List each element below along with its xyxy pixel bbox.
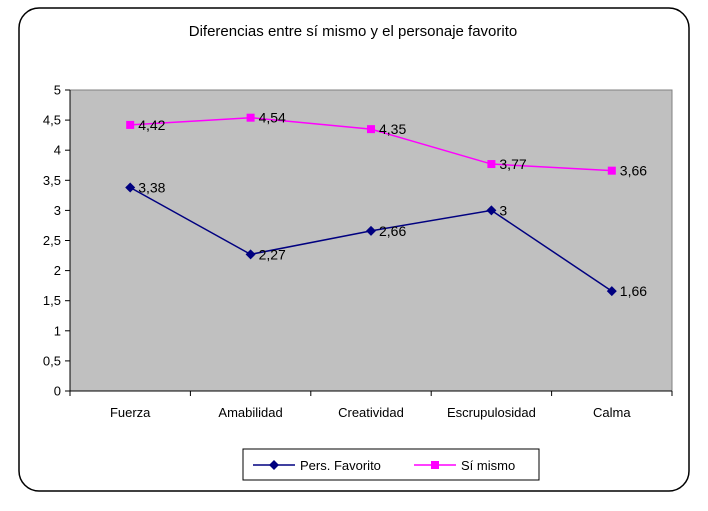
y-tick-label: 0,5 [43,353,61,368]
y-axis-ticks: 0 0,5 1 1,5 2 2,5 3 3,5 4 4,5 5 [43,83,70,399]
series-pers-favorito: 3,38 2,27 2,66 3 1,66 [125,180,647,299]
data-label-si-mismo: 3,77 [499,156,526,172]
data-label-si-mismo: 4,54 [259,110,286,126]
legend: Pers. Favorito Sí mismo [242,448,540,481]
plot-area [69,89,673,392]
x-tick-label-creatividad: Creatividad [338,405,404,420]
data-point-pers-favorito [245,249,256,260]
legend-label-si-mismo: Sí mismo [461,458,515,473]
data-label-pers-favorito: 3 [499,202,507,218]
y-tick-label: 2,5 [43,233,61,248]
y-tick-label: 0 [54,384,61,399]
data-point-si-mismo [126,120,135,129]
x-tick-label-escrupulosidad: Escrupulosidad [447,405,536,420]
data-point-pers-favorito [366,225,376,236]
y-tick-label: 4,5 [43,113,61,128]
chart-title: Diferencias entre sí mismo y el personaj… [189,23,517,40]
y-tick-label: 1 [54,323,61,338]
y-tick-label: 5 [54,83,61,98]
data-point-pers-favorito [606,286,617,297]
series-si-mismo: 4,42 4,54 4,35 3,77 3,66 [126,110,647,179]
data-point-pers-favorito [486,205,497,216]
data-label-si-mismo: 3,66 [620,163,647,179]
x-axis-ticks: Fuerza Amabilidad Creatividad Escrupulosida… [69,391,673,420]
data-label-pers-favorito: 2,66 [379,223,406,239]
y-tick-label: 2 [54,263,61,278]
x-tick-label-fuerza: Fuerza [110,405,151,420]
legend-marker-pers-favorito [269,460,279,470]
legend-marker-si-mismo [431,461,439,469]
x-tick-label-amabilidad: Amabilidad [218,405,282,420]
data-point-si-mismo [367,125,375,134]
y-tick-label: 3 [54,203,61,218]
x-tick-label-calma: Calma [593,405,631,420]
data-label-pers-favorito: 3,38 [138,180,165,196]
data-point-pers-favorito [125,182,136,193]
y-tick-label: 1,5 [43,293,61,308]
y-tick-label: 4 [54,143,61,158]
legend-label-pers-favorito: Pers. Favorito [300,458,381,473]
data-point-si-mismo [607,166,616,175]
data-point-si-mismo [246,113,255,122]
data-label-si-mismo: 4,42 [138,117,165,133]
series-layer: 3,38 2,27 2,66 3 1,66 4,42 4,54 4,35 3,77 3,66 [125,110,647,299]
data-label-pers-favorito: 2,27 [259,246,286,262]
data-label-si-mismo: 4,35 [379,121,406,137]
data-point-si-mismo [487,160,496,169]
data-label-pers-favorito: 1,66 [620,283,647,299]
y-tick-label: 3,5 [43,173,61,188]
